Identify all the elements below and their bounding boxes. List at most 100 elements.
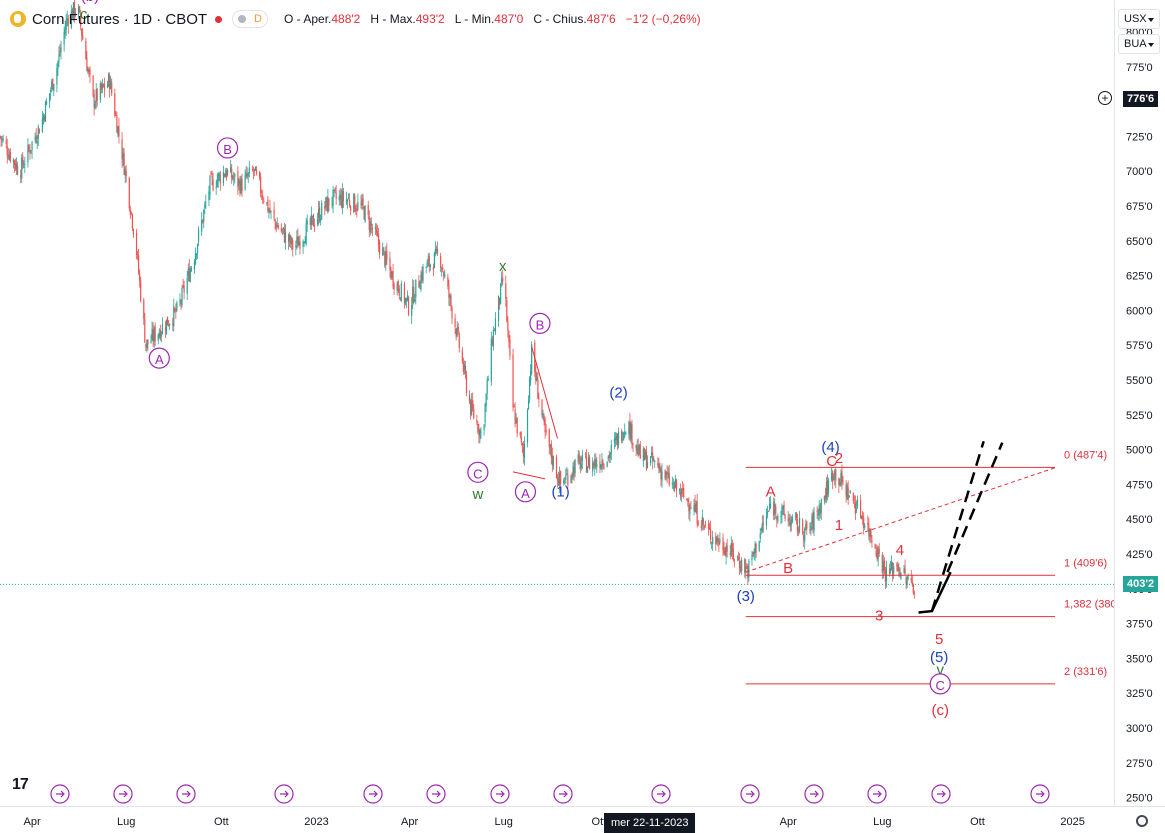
- candle-body: [51, 81, 53, 90]
- candle-body: [817, 513, 819, 515]
- candle-body: [694, 502, 696, 512]
- candle-body: [173, 306, 175, 327]
- candle-body: [231, 168, 233, 179]
- candle-body: [328, 198, 330, 206]
- candle-body: [457, 326, 459, 332]
- candle-body: [904, 567, 906, 575]
- event-arrow-glyph: [369, 790, 378, 798]
- candle-body: [522, 447, 524, 456]
- candle-body: [203, 210, 205, 222]
- candle-body: [144, 319, 146, 343]
- candle-body: [400, 283, 402, 301]
- wave-label: c: [80, 6, 88, 23]
- candle-body: [571, 474, 573, 476]
- candle-body: [102, 84, 105, 87]
- candle-body: [838, 478, 840, 485]
- candle-body: [449, 295, 451, 299]
- candle-body: [781, 506, 783, 515]
- wave-label: v: [936, 662, 944, 679]
- candle-body: [180, 301, 182, 303]
- candle-body: [758, 541, 760, 551]
- candle-body: [6, 146, 8, 156]
- candle-body: [899, 568, 901, 577]
- candle-body: [376, 232, 379, 235]
- candle-body: [683, 487, 685, 498]
- wave-label: B: [783, 560, 793, 577]
- candle-body: [145, 343, 147, 348]
- projection-channel-line: [930, 440, 985, 612]
- candle-body: [224, 173, 227, 178]
- candle-body: [551, 455, 553, 466]
- candle-body: [128, 177, 130, 209]
- candle-body: [716, 537, 718, 543]
- candle-body: [261, 195, 263, 197]
- candle-body: [353, 194, 355, 213]
- currency-select[interactable]: USX: [1118, 9, 1160, 29]
- candle-body: [509, 339, 511, 356]
- candle-body: [863, 517, 865, 528]
- candle-body: [190, 267, 192, 271]
- crosshair-date-tag: mer 22-11-2023: [604, 813, 696, 833]
- candle-body: [266, 202, 268, 205]
- candle-body: [415, 279, 417, 298]
- time-tick-label: Ott: [214, 816, 229, 828]
- candle-body: [578, 453, 580, 459]
- candle-body: [686, 498, 688, 500]
- candle-body: [606, 461, 608, 467]
- candle-body: [117, 126, 119, 135]
- candle-body: [245, 172, 247, 176]
- gear-icon[interactable]: [1136, 815, 1148, 827]
- candle-body: [875, 550, 877, 556]
- candle-body: [34, 137, 36, 140]
- candle-body: [73, 1, 76, 17]
- price-tick-label: 475'0: [1126, 479, 1153, 491]
- wave-label: 1: [835, 517, 843, 534]
- candle-body: [630, 423, 632, 440]
- candle-body: [93, 94, 95, 108]
- candle-body: [368, 216, 370, 230]
- candle-body: [660, 468, 662, 479]
- candle-body: [773, 501, 775, 516]
- candle-body: [806, 521, 808, 530]
- candle-body: [244, 175, 246, 190]
- fib-level-label: 0 (487'4): [1064, 449, 1107, 461]
- candle-body: [377, 234, 380, 245]
- symbol-title[interactable]: Corn Futures · 1D · CBOT: [32, 10, 208, 28]
- candle-body: [730, 543, 732, 556]
- candle-body: [5, 140, 7, 145]
- status-pill[interactable]: D: [232, 10, 268, 28]
- candle-body: [516, 417, 518, 434]
- close-value: 487'6: [586, 12, 616, 26]
- candle-body: [66, 18, 68, 21]
- candle-body: [795, 513, 798, 519]
- candle-body: [650, 456, 652, 464]
- tradingview-logo-icon[interactable]: 17: [12, 776, 29, 793]
- candle-body: [89, 69, 91, 76]
- candle-body: [512, 354, 514, 408]
- candle-body: [891, 561, 893, 570]
- candle-body: [574, 459, 576, 474]
- candle-body: [652, 452, 654, 462]
- candle-body: [414, 299, 416, 302]
- candle-body: [480, 431, 482, 433]
- candle-body: [341, 191, 343, 208]
- candle-body: [881, 554, 883, 574]
- gray-dot-icon: [238, 15, 247, 23]
- candle-body: [600, 465, 602, 470]
- event-arrow-glyph: [119, 790, 128, 798]
- candle-body: [290, 236, 292, 245]
- candle-body: [295, 245, 297, 248]
- candle-body: [239, 180, 241, 194]
- candle-body: [216, 179, 218, 187]
- candle-body: [541, 399, 543, 416]
- candle-body: [346, 200, 349, 202]
- price-tick-label: 675'0: [1126, 201, 1153, 213]
- candle-body: [487, 378, 489, 381]
- unit-select[interactable]: BUA: [1118, 34, 1160, 54]
- candle-body: [151, 329, 153, 340]
- plus-icon[interactable]: +: [1098, 91, 1112, 105]
- candle-body: [490, 338, 492, 382]
- candle-body: [57, 61, 59, 69]
- candle-body: [95, 89, 97, 103]
